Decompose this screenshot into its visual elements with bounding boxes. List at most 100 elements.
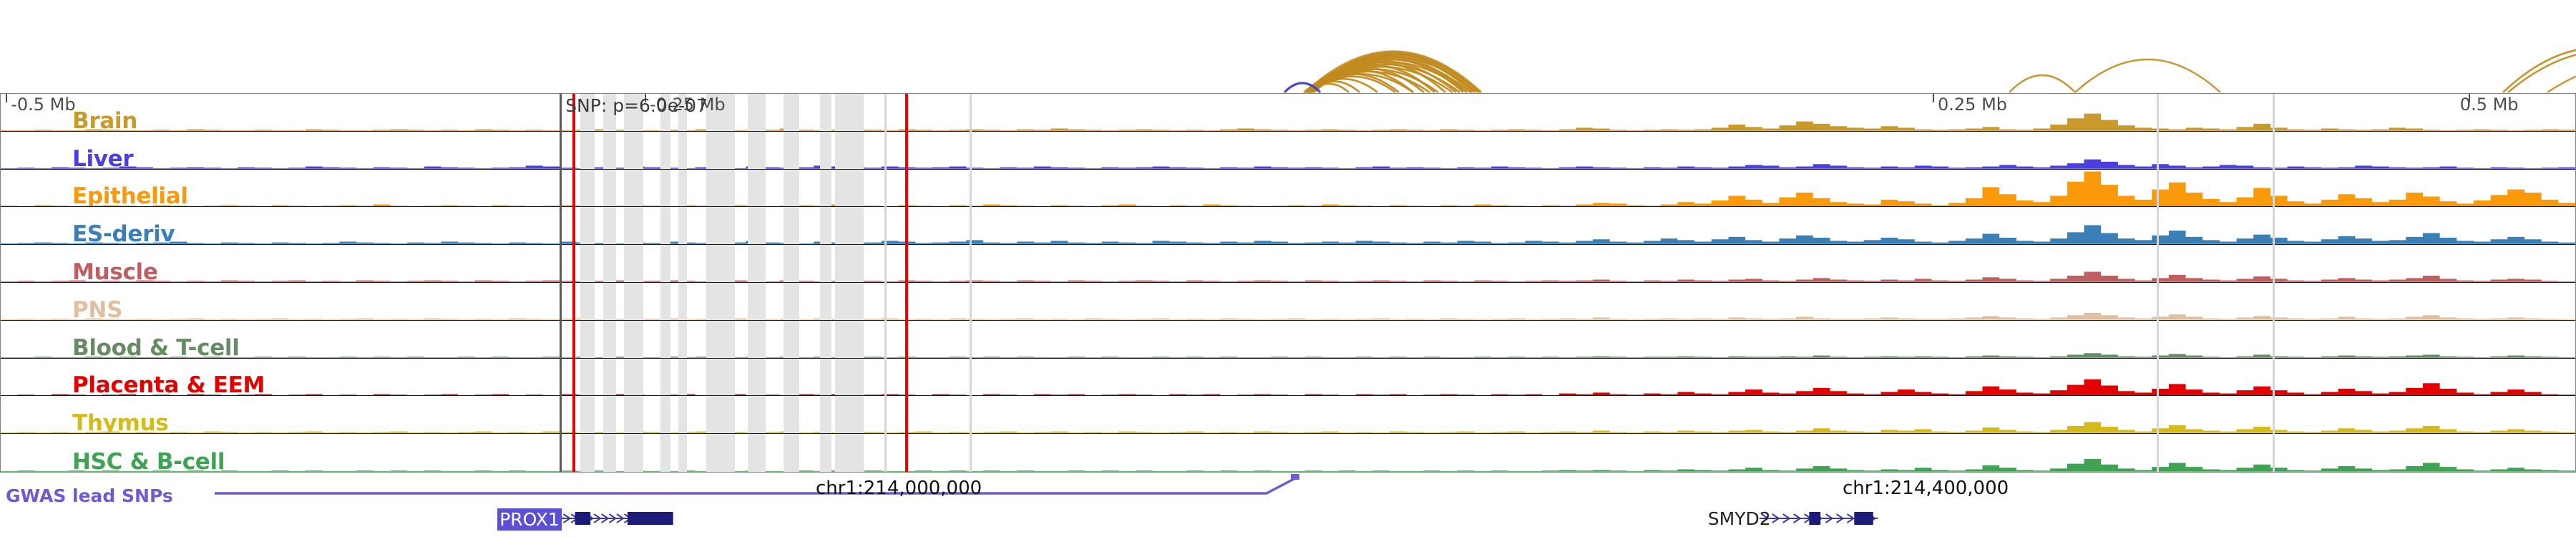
credible-set-highlight-band [660, 245, 670, 282]
signal-track-thymus[interactable]: Thymus [1, 396, 2575, 435]
chromatin-loop-arc [1307, 52, 1480, 93]
coordinate-label-left: chr1:214,000,000 [816, 478, 982, 499]
credible-set-highlight-band [706, 434, 735, 472]
chromatin-loop-arc [2074, 58, 2221, 93]
chromatin-loop-arc [2009, 74, 2076, 93]
credible-set-highlight-band [678, 245, 688, 282]
credible-set-highlight-band [678, 131, 688, 169]
credible-set-highlight-band [624, 131, 644, 169]
signal-track-liver[interactable]: Liver [1, 131, 2575, 170]
gwas-lead-snp-tick [1291, 474, 1299, 480]
chromatin-loop-arc [1309, 54, 1474, 93]
gene-exon [628, 512, 673, 525]
gene-strand-arrow [593, 513, 602, 523]
axis-tick-label: 0.5 Mb [2459, 95, 2519, 115]
signal-track-es-deriv[interactable]: ES-deriv [1, 207, 2575, 246]
signal-area-liver [1, 159, 2575, 169]
credible-set-highlight-band [580, 94, 595, 131]
credible-set-highlight-band [678, 169, 688, 207]
signal-track-pns[interactable]: PNS [1, 282, 2575, 321]
credible-set-highlight-band [603, 245, 617, 282]
track-label-placenta-eem: Placenta & EEM [72, 372, 265, 397]
track-label-pns: PNS [72, 296, 123, 321]
credible-set-highlight-band [784, 282, 799, 320]
credible-set-highlight-band [624, 282, 644, 320]
gene-strand-arrow [1761, 513, 1770, 523]
track-label-es-deriv: ES-deriv [72, 221, 175, 246]
signal-track-placenta-eem[interactable]: Placenta & EEM [1, 358, 2575, 397]
snp-pvalue-annotation: SNP: p=6.0e-07 [565, 95, 708, 116]
track-label-thymus: Thymus [72, 410, 169, 435]
credible-set-highlight-band [819, 320, 831, 358]
signal-track-panel[interactable]: Brain -0.5 Mb -0.25 Mb 0.25 Mb 0.5 Mb SNP: p=… [0, 93, 2576, 473]
signal-track-brain[interactable]: Brain -0.5 Mb -0.25 Mb 0.25 Mb 0.5 Mb SNP: p=… [1, 94, 2575, 132]
gwas-connector-line [215, 477, 1296, 495]
credible-set-highlight-band [580, 207, 595, 245]
credible-set-highlight-band [835, 320, 864, 358]
credible-set-highlight-band [706, 94, 735, 131]
signal-track-muscle[interactable]: Muscle [1, 245, 2575, 283]
credible-set-highlight-band [603, 320, 617, 358]
gene-strand-arrow [1772, 513, 1780, 523]
credible-set-highlight-band [819, 94, 831, 131]
gene-exon [1854, 512, 1866, 525]
signal-area-muscle [1, 271, 2575, 282]
axis-tick-label: -0.5 Mb [11, 95, 76, 115]
credible-set-highlight-band [819, 282, 831, 320]
chromatin-loop-arc-track [0, 0, 2576, 93]
gene-strand-arrow [608, 513, 618, 523]
credible-set-highlight-band [603, 207, 617, 245]
credible-set-highlight-band [706, 131, 735, 169]
credible-set-highlight-band [784, 207, 799, 245]
credible-set-highlight-band [819, 169, 831, 207]
signal-track-hsc-b-cell[interactable]: HSC & B-cell [1, 434, 2575, 472]
credible-set-highlight-band [748, 282, 766, 320]
gene-strand-arrow [1782, 513, 1791, 523]
credible-set-highlight-band [624, 169, 644, 207]
gene-label-smyd2[interactable]: SMYD2 [1707, 508, 1771, 529]
credible-set-highlight-band [784, 358, 799, 396]
credible-set-highlight-band [624, 396, 644, 434]
gene-strand-arrow [562, 513, 572, 523]
credible-set-highlight-band [580, 245, 595, 282]
credible-set-highlight-band [819, 131, 831, 169]
signal-area-placenta-eem [1, 379, 2575, 396]
credible-set-highlight-band [603, 169, 617, 207]
chromatin-loop-arc [2547, 75, 2576, 93]
credible-set-highlight-band [748, 358, 766, 396]
credible-set-highlight-band [678, 320, 688, 358]
track-label-epithelial: Epithelial [72, 183, 188, 208]
credible-set-highlight-band [819, 396, 831, 434]
credible-set-highlight-band [706, 320, 735, 358]
credible-set-highlight-band [678, 358, 688, 396]
gene-annotation-canvas [215, 474, 1878, 525]
signal-area-hsc-b-cell [1, 459, 2575, 472]
credible-set-highlight-band [835, 94, 864, 131]
credible-set-highlight-band [660, 320, 670, 358]
signal-track-blood-t-cell[interactable]: Blood & T-cell [1, 320, 2575, 359]
signal-area-pns [1, 312, 2575, 320]
credible-set-highlight-band [624, 207, 644, 245]
credible-set-highlight-band [835, 358, 864, 396]
annotation-area: GWAS lead SNPs chr1:214,000,000 chr1:214… [0, 474, 2576, 537]
chromatin-loop-arc [1312, 64, 1435, 93]
credible-set-highlight-band [624, 320, 644, 358]
credible-set-highlight-band [748, 131, 766, 169]
credible-set-highlight-band [660, 94, 670, 131]
credible-set-highlight-band [603, 282, 617, 320]
track-label-hsc-b-cell: HSC & B-cell [72, 448, 225, 472]
chromatin-loop-arc [1304, 50, 1483, 93]
credible-set-highlight-band [706, 169, 735, 207]
credible-set-highlight-band [748, 94, 766, 131]
chromatin-loop-arc [2502, 49, 2576, 93]
credible-set-highlight-band [706, 207, 735, 245]
credible-set-highlight-band [784, 169, 799, 207]
axis-tick-mark [645, 94, 646, 102]
axis-tick-mark [6, 94, 8, 102]
gene-label-prox1[interactable]: PROX1 [497, 508, 562, 531]
credible-set-highlight-band [580, 320, 595, 358]
chromatin-loop-arc [2507, 54, 2576, 93]
credible-set-highlight-band [678, 94, 688, 131]
credible-set-highlight-band [580, 169, 595, 207]
signal-track-epithelial[interactable]: Epithelial [1, 169, 2575, 208]
